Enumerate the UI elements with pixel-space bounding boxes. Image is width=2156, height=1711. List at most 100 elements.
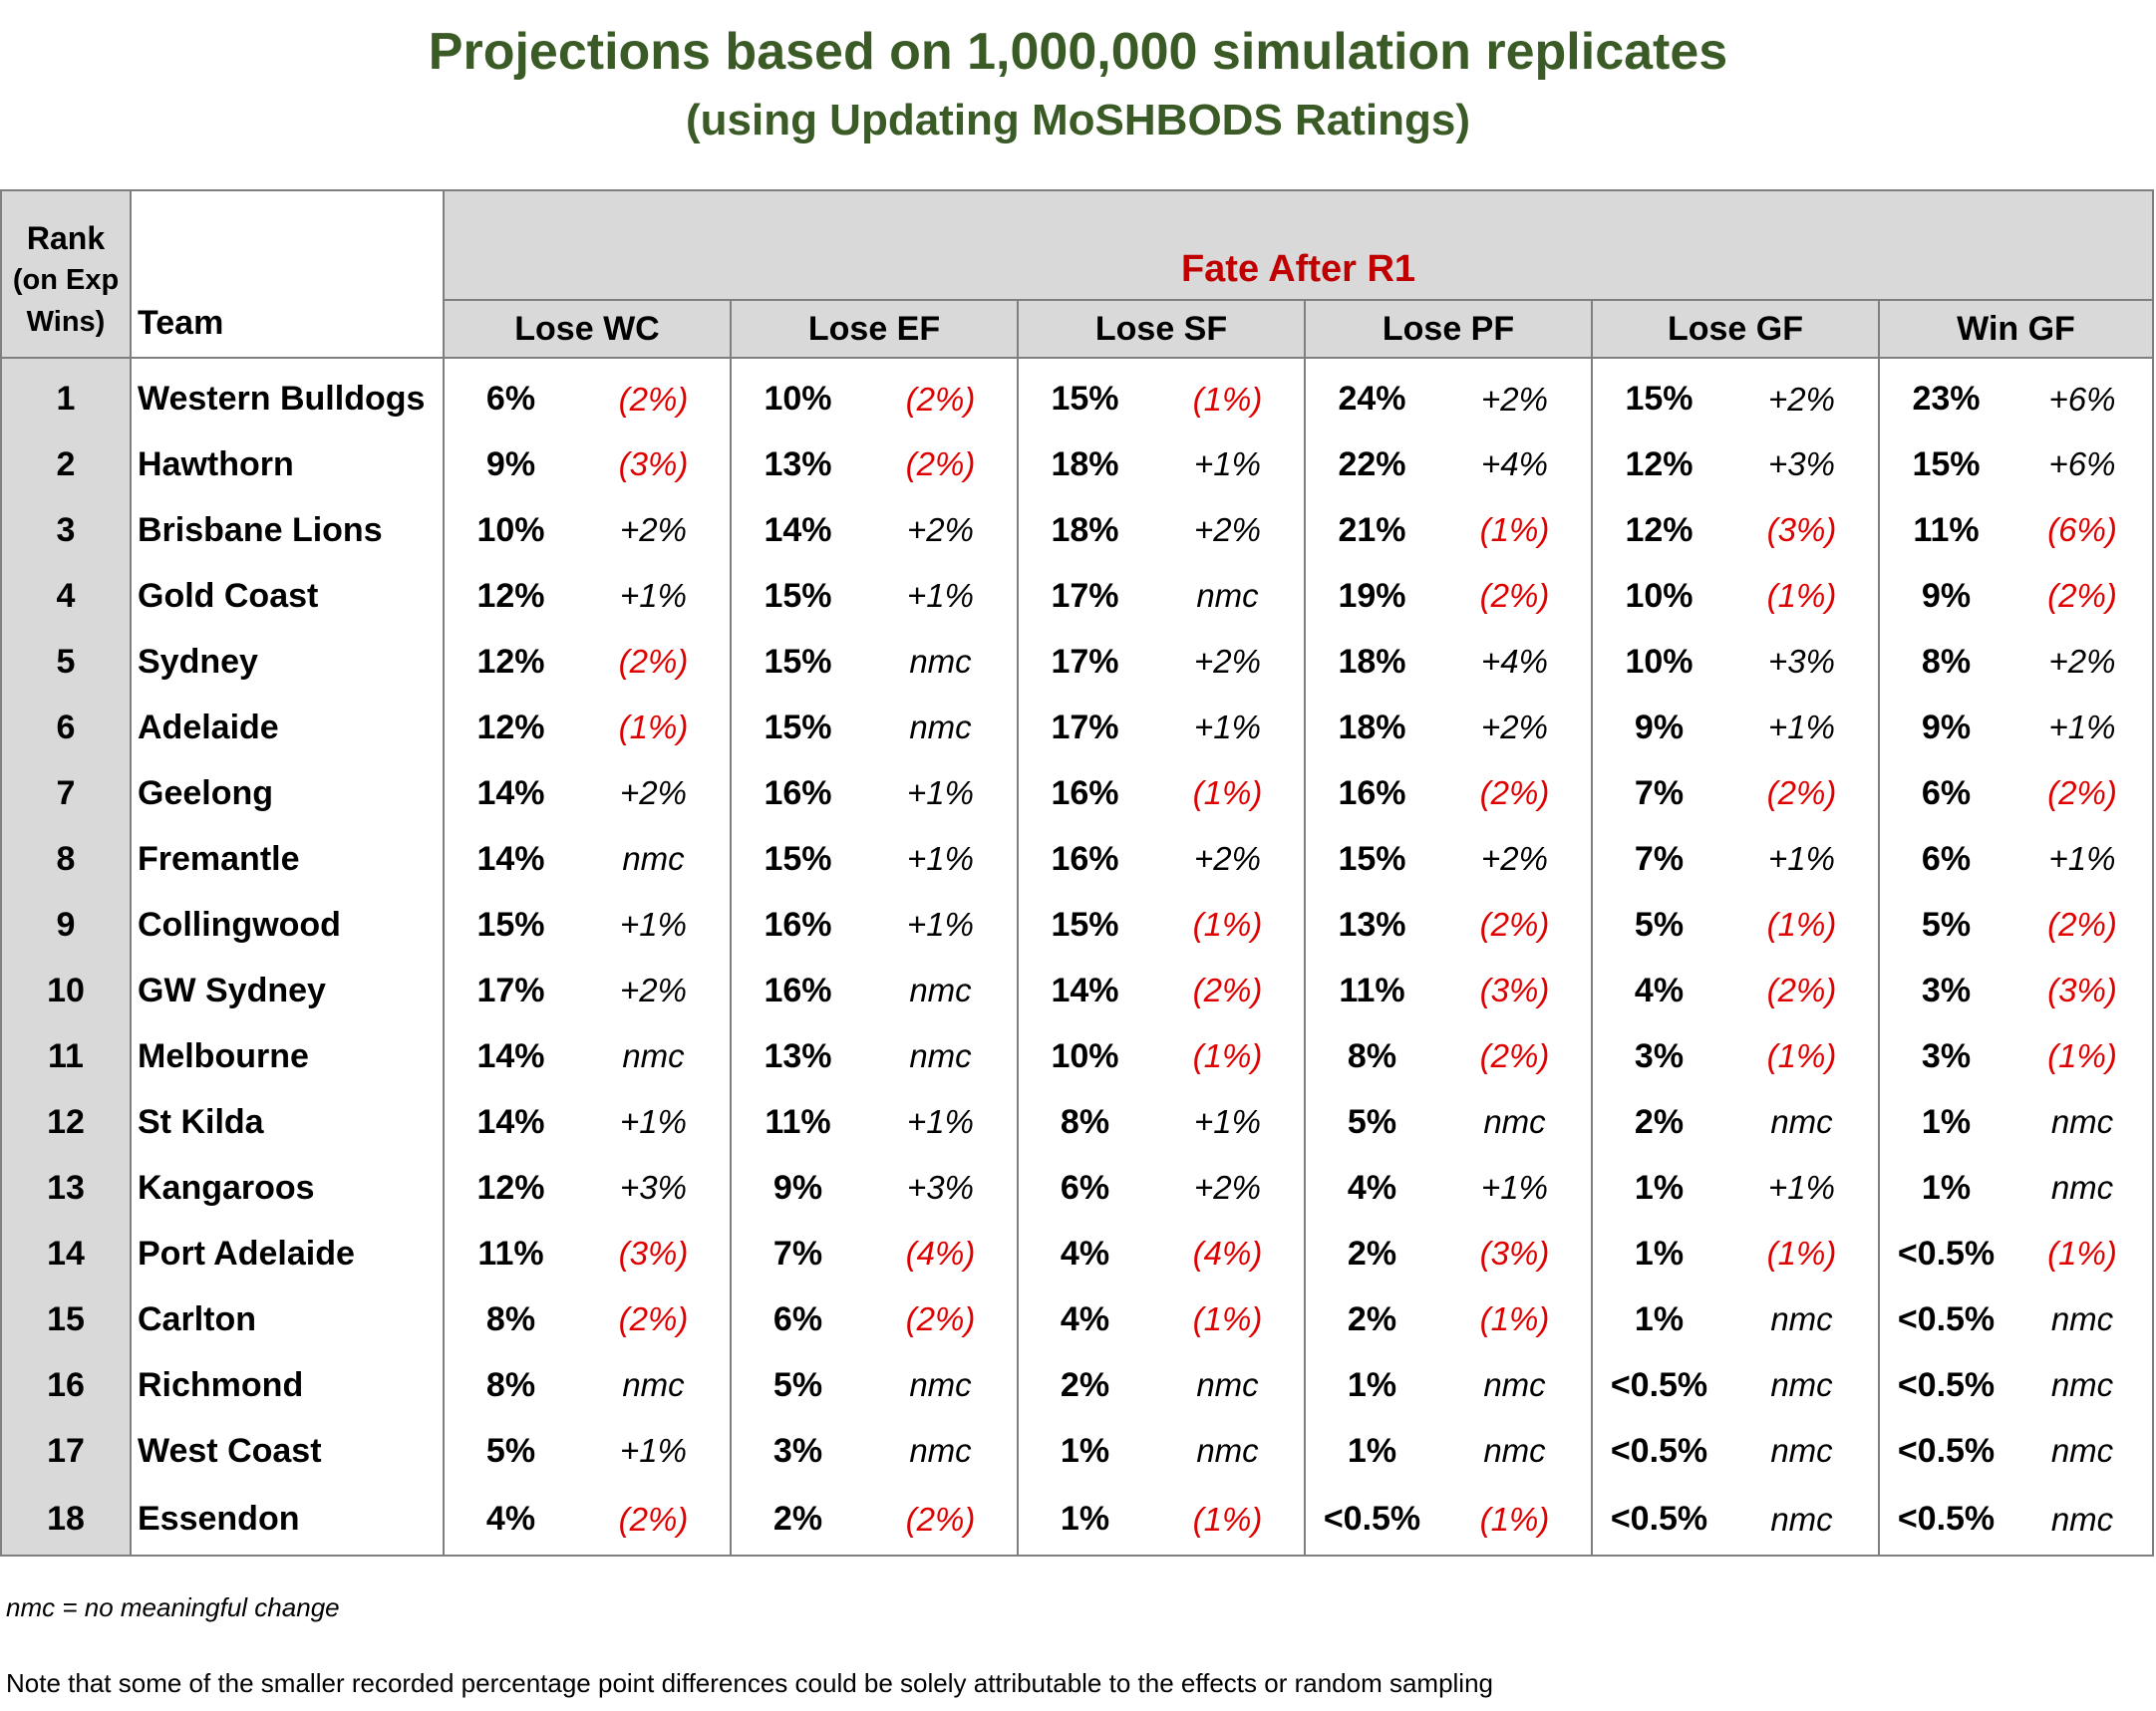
change-cell: nmc <box>1438 1089 1593 1155</box>
change-cell: (1%) <box>1725 563 1880 629</box>
change-cell: (2%) <box>1725 760 1880 826</box>
table-row: 4 Gold Coast 12% +1% 15% +1% 17% nmc 19% (2%) 10% (… <box>0 563 2154 629</box>
rank-cell: 2 <box>0 431 132 497</box>
team-cell: St Kilda <box>131 1089 445 1155</box>
column-header: Lose SF <box>1018 300 1306 359</box>
probability-cell: 5% <box>485 1431 536 1470</box>
probability-cell: 7% <box>1634 839 1685 878</box>
team-cell: Hawthorn <box>131 431 445 497</box>
change-cell: nmc <box>1725 1484 1880 1557</box>
probability-cell: 18% <box>1338 708 1406 746</box>
probability-cell: 9% <box>1921 576 1972 615</box>
rank-header-line-3: Wins) <box>26 306 106 338</box>
change-cell: nmc <box>577 1352 732 1418</box>
probability-cell: 17% <box>1051 708 1119 746</box>
table-row: 10 GW Sydney 17% +2% 16% nmc 14% (2%) 11% (3%) 4% (… <box>0 958 2154 1023</box>
column-header: Win GF <box>1879 300 2154 359</box>
probability-cell: 4% <box>1060 1234 1110 1273</box>
team-cell: Gold Coast <box>131 563 445 629</box>
change-cell: (1%) <box>1438 1286 1593 1352</box>
probability-cell: 4% <box>1347 1168 1397 1207</box>
rank-cell: 9 <box>0 892 132 958</box>
probability-cell: 21% <box>1338 510 1406 549</box>
table-row: 7 Geelong 14% +2% 16% +1% 16% (1%) 16% (2%) 7% (2%)… <box>0 760 2154 826</box>
probability-cell: 15% <box>764 839 832 878</box>
change-cell: +1% <box>864 892 1019 958</box>
change-cell: (1%) <box>1438 1484 1593 1557</box>
probability-cell: 22% <box>1338 444 1406 483</box>
change-cell: (2%) <box>2012 760 2154 826</box>
probability-cell: 15% <box>764 576 832 615</box>
probability-cell: 10% <box>476 510 545 549</box>
probability-cell: 2% <box>1060 1365 1110 1404</box>
rank-cell: 16 <box>0 1352 132 1418</box>
probability-cell: 19% <box>1338 576 1406 615</box>
change-cell: (2%) <box>1438 1023 1593 1089</box>
team-header: Team <box>131 189 445 359</box>
team-cell: Sydney <box>131 629 445 695</box>
probability-cell: 16% <box>764 773 832 812</box>
change-cell: (1%) <box>1151 1484 1306 1557</box>
change-cell: nmc <box>2012 1418 2154 1484</box>
change-cell: +4% <box>1438 629 1593 695</box>
probability-cell: 10% <box>1051 1036 1119 1075</box>
probability-cell: 8% <box>485 1299 536 1338</box>
probability-cell: 6% <box>772 1299 823 1338</box>
change-cell: nmc <box>864 1418 1019 1484</box>
probability-cell: 6% <box>1921 839 1972 878</box>
fate-group-header: Fate After R1 <box>444 189 2154 301</box>
rank-cell: 13 <box>0 1155 132 1221</box>
probability-cell: 5% <box>1921 905 1972 944</box>
change-cell: nmc <box>864 958 1019 1023</box>
probability-cell: 16% <box>1051 773 1119 812</box>
probability-cell: 15% <box>1338 839 1406 878</box>
change-cell: (3%) <box>1725 497 1880 563</box>
probability-cell: 7% <box>1634 773 1685 812</box>
projections-table: Rank (on Exp Wins) Team Fate After R1 Lo… <box>0 189 2154 1557</box>
probability-cell: 9% <box>485 444 536 483</box>
probability-cell: 15% <box>476 905 545 944</box>
change-cell: (3%) <box>577 1221 732 1286</box>
probability-cell: 3% <box>1921 1036 1972 1075</box>
change-cell: nmc <box>577 826 732 892</box>
rank-cell: 11 <box>0 1023 132 1089</box>
probability-cell: <0.5% <box>1897 1299 1996 1338</box>
change-cell: +2% <box>1725 358 1880 431</box>
probability-cell: 14% <box>1051 971 1119 1009</box>
team-cell: Carlton <box>131 1286 445 1352</box>
probability-cell: 15% <box>1051 905 1119 944</box>
table-row: 3 Brisbane Lions 10% +2% 14% +2% 18% +2% 21% (1%)… <box>0 497 2154 563</box>
change-cell: nmc <box>2012 1484 2154 1557</box>
table-row: 11 Melbourne 14% nmc 13% nmc 10% (1%) 8% (2%) 3% (1… <box>0 1023 2154 1089</box>
change-cell: +1% <box>577 892 732 958</box>
rank-cell: 1 <box>0 358 132 431</box>
change-cell: nmc <box>1438 1352 1593 1418</box>
probability-cell: 3% <box>1634 1036 1685 1075</box>
change-cell: +4% <box>1438 431 1593 497</box>
change-cell: (1%) <box>2012 1023 2154 1089</box>
probability-cell: 6% <box>485 380 536 418</box>
change-cell: (2%) <box>1151 958 1306 1023</box>
change-cell: +2% <box>1151 497 1306 563</box>
probability-cell: 17% <box>1051 642 1119 681</box>
change-cell: (2%) <box>864 431 1019 497</box>
team-cell: Western Bulldogs <box>131 358 445 431</box>
change-cell: nmc <box>1725 1286 1880 1352</box>
change-cell: +2% <box>1151 629 1306 695</box>
probability-cell: 4% <box>1060 1299 1110 1338</box>
rank-cell: 12 <box>0 1089 132 1155</box>
probability-cell: 18% <box>1051 510 1119 549</box>
change-cell: +1% <box>1151 695 1306 760</box>
probability-cell: 10% <box>1625 576 1694 615</box>
change-cell: nmc <box>1725 1352 1880 1418</box>
probability-cell: 16% <box>1051 839 1119 878</box>
probability-cell: 15% <box>764 642 832 681</box>
probability-cell: 12% <box>1625 510 1694 549</box>
table-row: 5 Sydney 12% (2%) 15% nmc 17% +2% 18% +4% 10% +3% 8%… <box>0 629 2154 695</box>
probability-cell: 9% <box>772 1168 823 1207</box>
change-cell: (1%) <box>1438 497 1593 563</box>
change-cell: (2%) <box>2012 563 2154 629</box>
probability-cell: 12% <box>476 708 545 746</box>
team-cell: GW Sydney <box>131 958 445 1023</box>
probability-cell: <0.5% <box>1305 1484 1438 1557</box>
